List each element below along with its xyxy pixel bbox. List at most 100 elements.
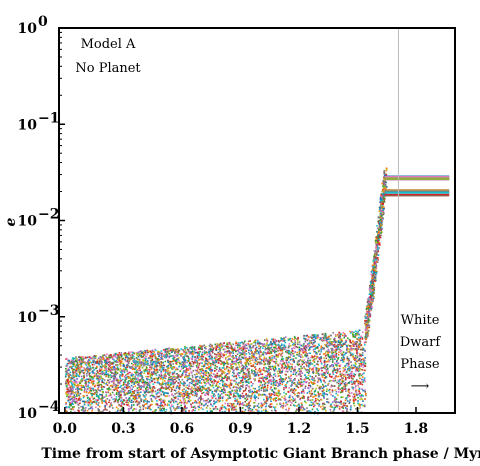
data-point — [103, 372, 105, 374]
data-point — [225, 408, 228, 411]
data-point — [237, 393, 239, 396]
data-point — [147, 350, 150, 353]
data-point — [269, 343, 271, 345]
data-point — [177, 382, 179, 384]
data-point — [170, 410, 172, 412]
data-point — [163, 349, 165, 351]
data-point — [357, 396, 359, 399]
data-point — [77, 391, 80, 393]
data-point — [114, 356, 117, 358]
data-point — [342, 331, 344, 334]
data-point — [291, 347, 293, 350]
data-point — [186, 379, 188, 382]
data-point — [297, 336, 299, 339]
data-point — [240, 395, 243, 397]
data-point — [265, 405, 268, 407]
data-point — [180, 401, 183, 404]
data-point — [95, 402, 98, 404]
data-point — [84, 368, 86, 371]
data-point — [160, 364, 163, 367]
data-point — [211, 359, 214, 362]
data-point — [83, 391, 86, 393]
data-point — [175, 354, 178, 356]
data-point — [304, 377, 307, 380]
data-point — [188, 365, 191, 368]
data-point — [263, 356, 266, 358]
data-point — [154, 365, 156, 368]
data-point — [253, 378, 255, 380]
data-point — [337, 340, 340, 342]
data-point — [347, 358, 350, 360]
data-point — [217, 370, 220, 372]
data-point — [142, 405, 145, 408]
data-point — [68, 376, 70, 378]
data-point — [125, 360, 127, 363]
data-point — [359, 336, 362, 338]
data-point — [331, 343, 334, 346]
data-point — [191, 346, 194, 348]
data-point — [348, 348, 350, 351]
data-point — [294, 383, 296, 386]
data-point — [289, 380, 291, 382]
data-point — [217, 393, 220, 395]
data-point — [69, 361, 71, 363]
data-point — [195, 357, 198, 360]
data-point — [329, 388, 331, 391]
data-point — [270, 400, 272, 403]
data-point — [183, 401, 185, 404]
data-point — [277, 350, 279, 352]
data-point — [242, 350, 244, 352]
data-point — [238, 382, 240, 384]
data-point — [311, 393, 313, 396]
data-point — [188, 398, 191, 400]
data-point — [288, 377, 290, 379]
data-point — [121, 375, 124, 377]
data-point — [154, 403, 157, 406]
data-point — [280, 339, 282, 342]
data-point — [283, 339, 286, 342]
data-point — [198, 359, 200, 361]
data-point — [172, 383, 174, 385]
data-point — [328, 340, 331, 343]
data-point — [323, 396, 325, 398]
data-point — [140, 386, 142, 389]
data-point — [154, 372, 156, 375]
data-point — [237, 402, 239, 405]
data-point — [251, 354, 254, 356]
data-point — [251, 356, 253, 358]
data-point — [312, 372, 315, 374]
data-point — [198, 389, 201, 391]
data-point — [118, 395, 120, 398]
data-point — [331, 342, 333, 344]
data-point — [274, 375, 277, 377]
data-point — [348, 382, 350, 384]
data-point — [185, 386, 187, 389]
data-point — [133, 377, 135, 380]
data-point — [245, 353, 248, 355]
data-point — [228, 394, 230, 397]
data-point — [333, 366, 336, 369]
data-point — [101, 388, 103, 391]
data-point — [145, 394, 147, 396]
data-point — [89, 404, 92, 406]
data-point — [86, 356, 89, 359]
data-point — [77, 359, 80, 361]
data-point — [159, 375, 161, 377]
data-point — [201, 389, 203, 391]
data-point — [330, 347, 333, 350]
data-point — [82, 407, 84, 410]
data-point — [91, 371, 93, 373]
data-point — [336, 375, 338, 378]
data-point — [268, 405, 270, 407]
data-point — [281, 404, 283, 407]
data-point — [281, 370, 283, 373]
data-point — [92, 367, 94, 369]
data-point — [298, 341, 301, 343]
data-point — [272, 384, 274, 387]
data-point — [339, 338, 342, 341]
data-point — [160, 354, 163, 356]
data-point — [324, 363, 326, 366]
data-point — [341, 357, 343, 359]
data-point — [355, 357, 358, 360]
data-point — [161, 386, 164, 388]
